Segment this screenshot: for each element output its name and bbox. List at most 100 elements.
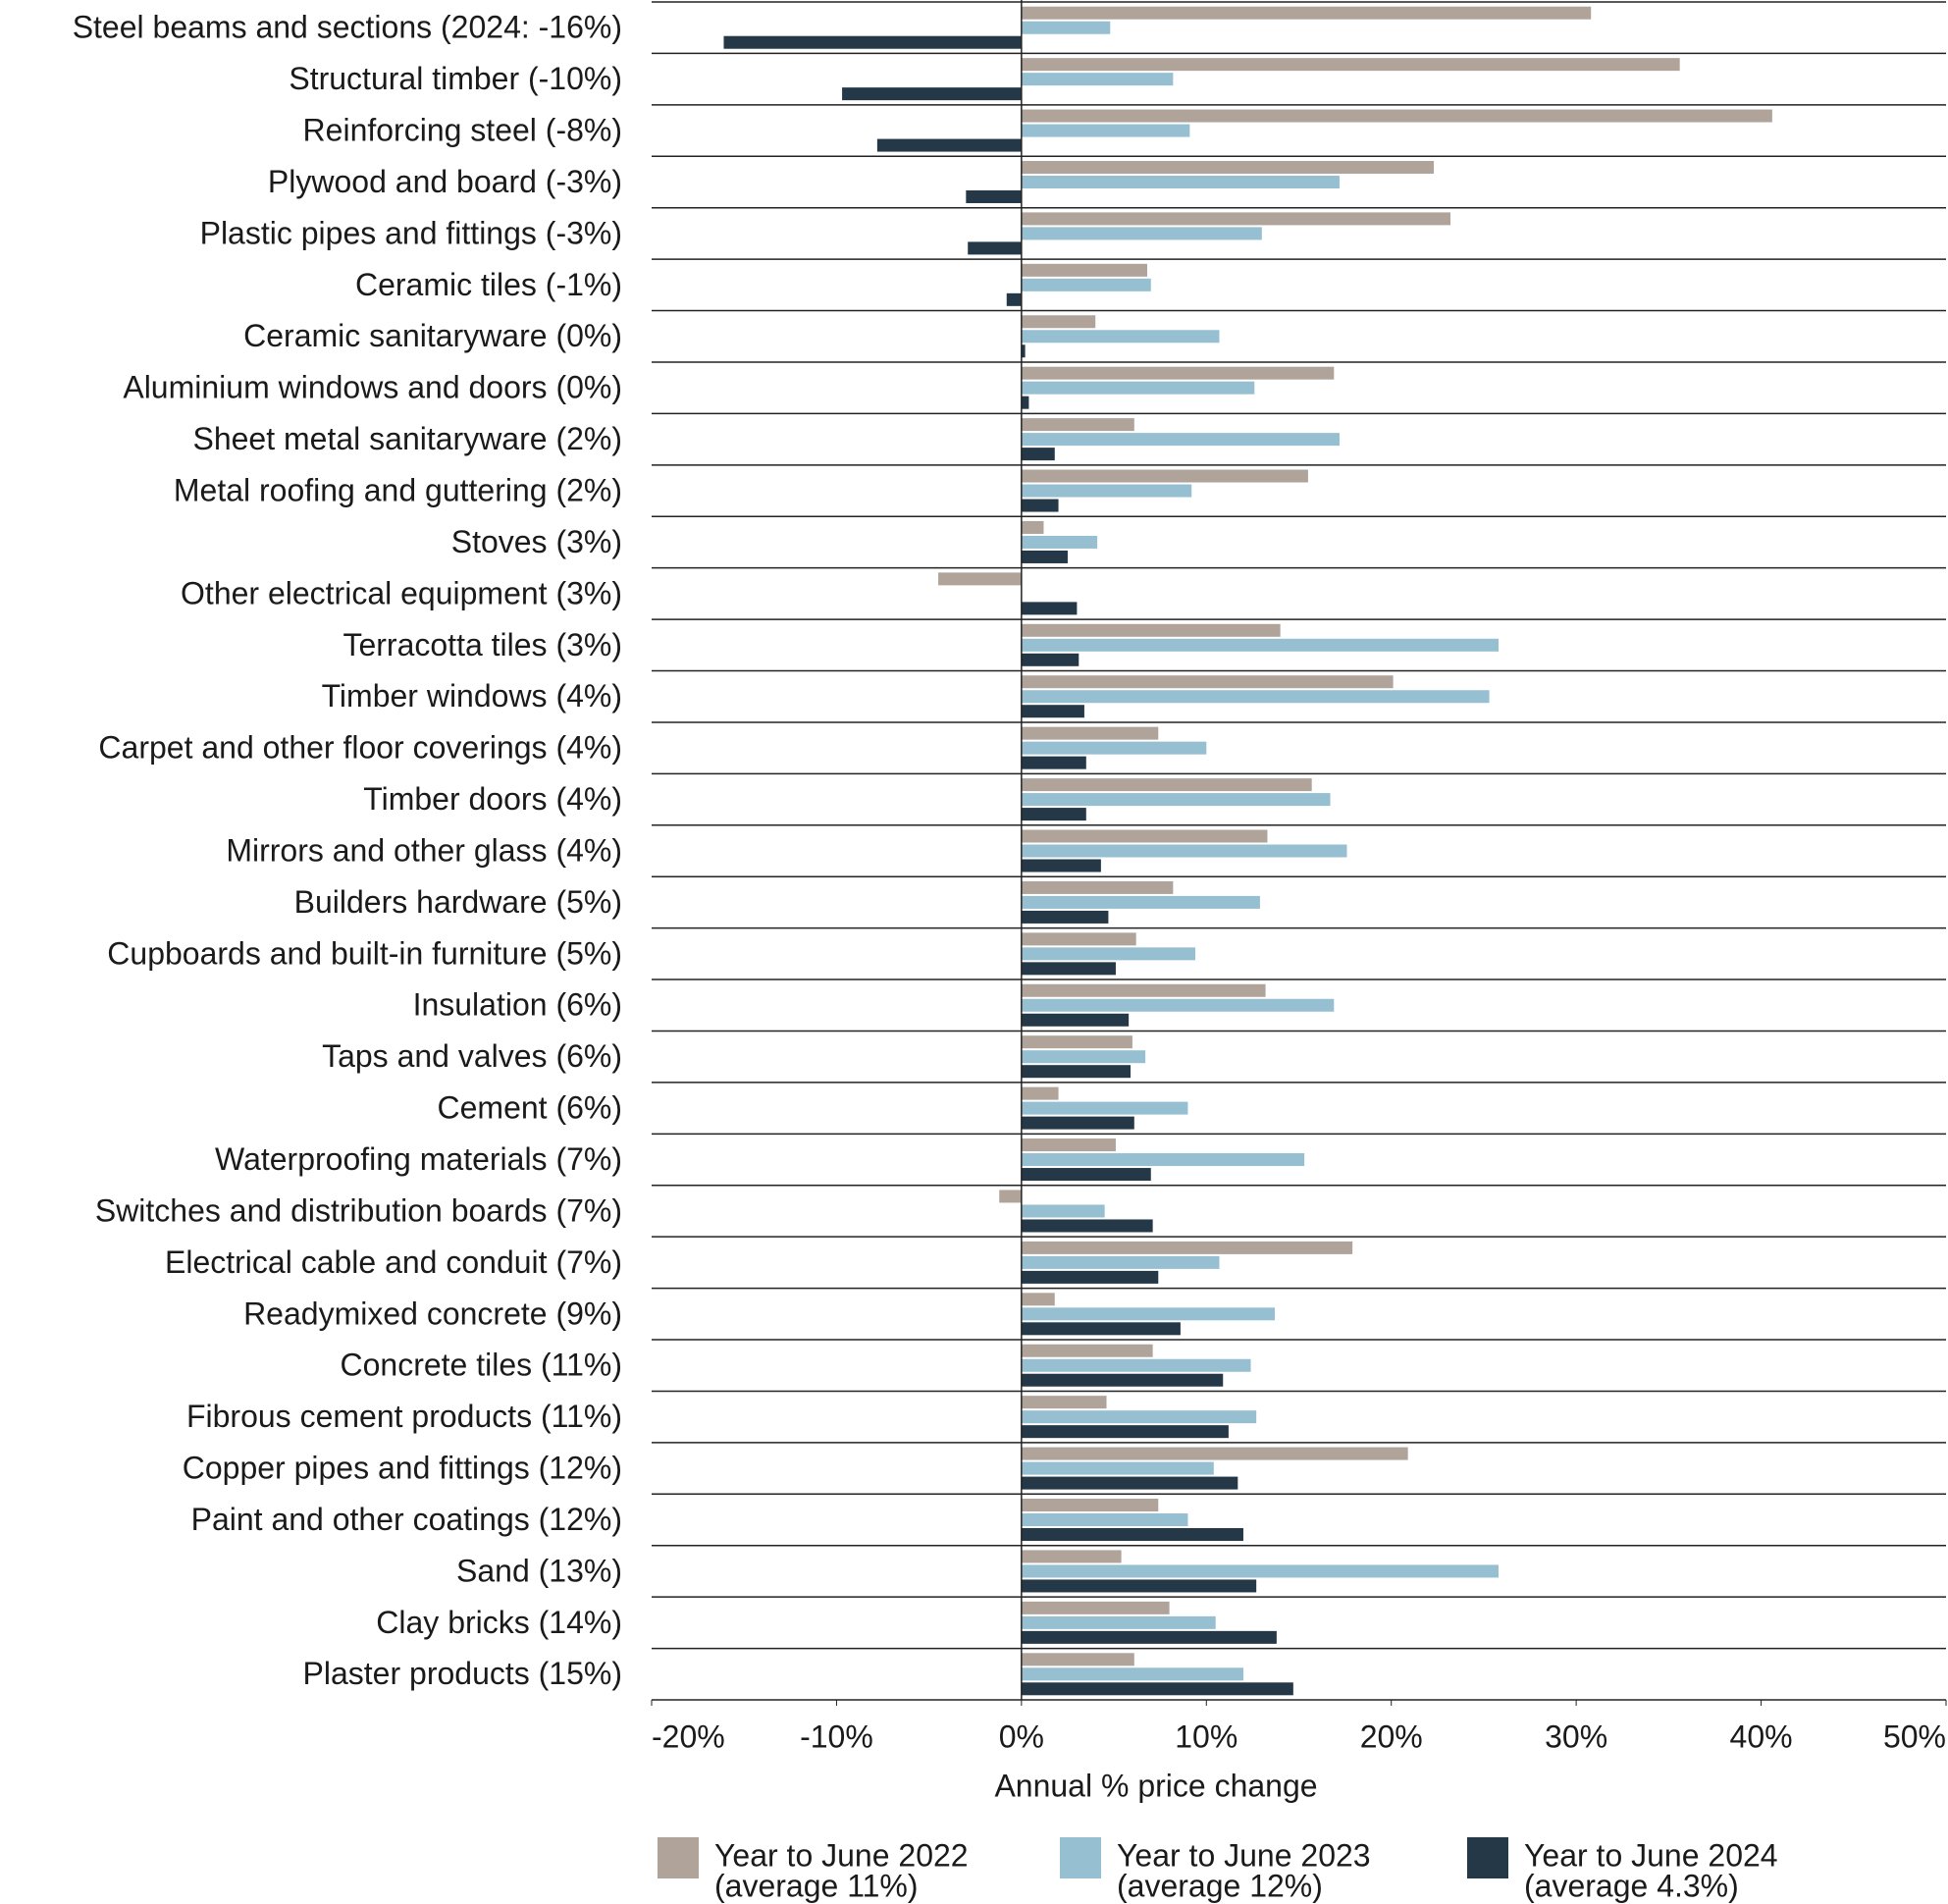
bar: [1021, 895, 1260, 909]
bar: [1021, 1630, 1277, 1644]
legend-swatch: [658, 1837, 699, 1878]
bar: [1021, 675, 1394, 689]
bar: [1021, 1013, 1130, 1027]
bar: [1021, 756, 1086, 769]
bar: [1021, 1667, 1243, 1681]
y-tick-label: Timber doors (4%): [363, 781, 622, 817]
bar: [1021, 344, 1026, 358]
bar: [723, 35, 1022, 49]
bar: [1021, 638, 1500, 652]
bar: [1021, 396, 1029, 409]
legend-swatch: [1060, 1837, 1101, 1878]
bar: [1021, 726, 1159, 740]
bar: [1021, 602, 1078, 615]
y-tick-label: Fibrous cement products (11%): [186, 1399, 622, 1434]
x-tick-label: 40%: [1730, 1719, 1793, 1754]
bar: [1021, 1101, 1188, 1115]
bar: [1021, 998, 1335, 1012]
x-tick-label: -10%: [800, 1719, 873, 1754]
bar: [1021, 1601, 1170, 1614]
bar: [1021, 1204, 1105, 1218]
bar: [1021, 315, 1096, 329]
y-tick-label: Readymixed concrete (9%): [243, 1296, 622, 1331]
bar: [1021, 330, 1220, 344]
y-tick-label: Electrical cable and conduit (7%): [165, 1244, 622, 1280]
bar: [1021, 73, 1174, 86]
y-tick-label: Builders hardware (5%): [294, 884, 622, 920]
legend-note: (average 11%): [714, 1868, 919, 1903]
bar: [1021, 550, 1068, 563]
y-tick-label: Aluminium windows and doors (0%): [123, 370, 622, 405]
bar: [1021, 1307, 1276, 1321]
bar: [1006, 292, 1022, 306]
bar: [1021, 844, 1347, 858]
y-tick-label: Concrete tiles (11%): [340, 1348, 622, 1383]
bar: [1021, 418, 1134, 432]
bar: [1021, 859, 1101, 873]
bar: [1021, 499, 1059, 512]
bar: [1021, 109, 1772, 123]
bar: [1021, 741, 1207, 755]
bar: [1021, 690, 1490, 704]
bar: [1021, 1153, 1305, 1167]
y-tick-label: Reinforcing steel (-8%): [303, 113, 622, 148]
bar: [1021, 21, 1111, 34]
bar: [1021, 880, 1174, 894]
bar: [1021, 1293, 1055, 1306]
bar: [999, 1190, 1022, 1203]
bar: [1021, 808, 1086, 821]
bar: [1021, 705, 1084, 718]
legend-note: (average 4.3%): [1524, 1868, 1739, 1903]
bar: [1021, 212, 1451, 226]
bar: [1021, 175, 1340, 188]
bar: [1021, 1410, 1257, 1424]
bar: [1021, 58, 1680, 72]
bar: [966, 189, 1022, 203]
bar: [1021, 1499, 1159, 1512]
y-tick-label: Timber windows (4%): [322, 678, 622, 714]
bar: [1021, 1447, 1408, 1460]
bar: [1021, 1219, 1153, 1233]
y-tick-label: Taps and valves (6%): [322, 1038, 622, 1074]
y-tick-label: Plastic pipes and fittings (-3%): [200, 215, 622, 250]
y-tick-label: Cupboards and built-in furniture (5%): [107, 935, 622, 971]
bar: [1021, 1528, 1243, 1542]
bar: [1021, 793, 1331, 807]
y-tick-label: Copper pipes and fittings (12%): [183, 1451, 622, 1486]
y-tick-label: Sand (13%): [456, 1553, 622, 1588]
y-tick-label: Other electrical equipment (3%): [181, 575, 622, 610]
y-tick-label: Stoves (3%): [451, 524, 622, 559]
bar: [1021, 448, 1055, 461]
x-tick-label: 30%: [1545, 1719, 1607, 1754]
bar: [1021, 1513, 1188, 1527]
bar: [1021, 227, 1262, 240]
y-tick-label: Paint and other coatings (12%): [191, 1502, 622, 1537]
bar: [1021, 1086, 1059, 1100]
bar: [1021, 947, 1195, 961]
x-tick-label: 20%: [1360, 1719, 1423, 1754]
bar: [1021, 469, 1308, 483]
bar: [1021, 6, 1592, 20]
legend-label: Year to June 2022: [714, 1837, 969, 1873]
y-tick-label: Structural timber (-10%): [289, 61, 622, 96]
bar: [1021, 983, 1266, 997]
x-tick-label: 0%: [999, 1719, 1044, 1754]
bar: [1021, 535, 1098, 549]
legend-label: Year to June 2023: [1117, 1837, 1371, 1873]
bar: [1021, 829, 1268, 843]
bar: [1021, 484, 1192, 498]
bar: [1021, 1344, 1153, 1357]
y-tick-label: Plaster products (15%): [303, 1656, 622, 1691]
bar: [1021, 160, 1435, 174]
y-tick-label: Plywood and board (-3%): [268, 164, 622, 199]
bar: [1021, 1425, 1229, 1439]
bar: [1021, 433, 1340, 447]
y-tick-label: Waterproofing materials (7%): [215, 1141, 622, 1177]
bar: [1021, 1461, 1214, 1475]
y-tick-label: Metal roofing and guttering (2%): [174, 472, 622, 507]
bar: [1021, 278, 1151, 291]
bar: [1021, 1241, 1353, 1254]
bar: [1021, 1564, 1500, 1578]
bar: [1021, 1579, 1257, 1593]
bar: [1021, 1615, 1216, 1629]
